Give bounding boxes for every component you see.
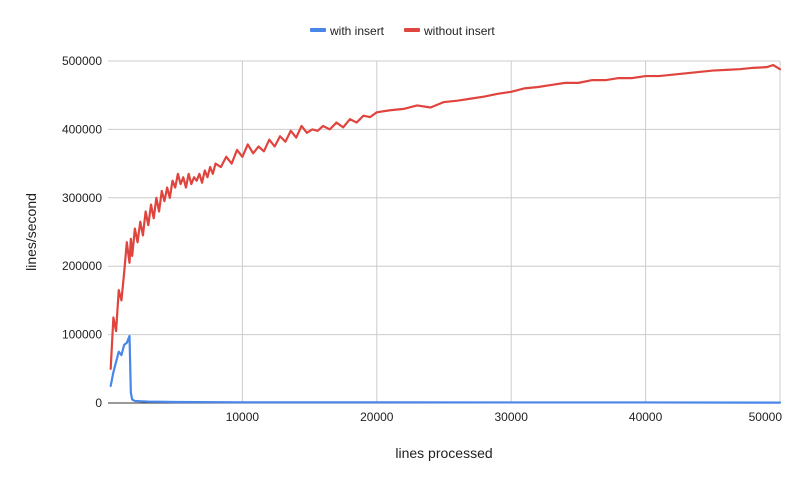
legend-swatch xyxy=(404,28,420,32)
x-tick-label: 50000 xyxy=(749,410,783,424)
legend-label: with insert xyxy=(329,24,385,38)
gridlines xyxy=(108,60,781,403)
series-lines xyxy=(109,63,782,404)
x-tick-label: 30000 xyxy=(495,410,529,424)
series-line-without-insert xyxy=(109,63,782,370)
y-axis-title: lines/second xyxy=(23,193,39,271)
series-line-with-insert xyxy=(109,334,782,404)
legend: with insert without insert xyxy=(310,24,495,38)
y-tick-label: 100000 xyxy=(62,328,102,342)
x-tick-label: 10000 xyxy=(226,410,260,424)
legend-swatch xyxy=(310,28,326,32)
x-tick-label: 40000 xyxy=(629,410,663,424)
axes: 0 100000 200000 300000 400000 500000 10000 2000… xyxy=(62,54,782,424)
legend-label: without insert xyxy=(423,24,495,38)
y-tick-label: 0 xyxy=(95,396,102,410)
x-tick-label: 20000 xyxy=(360,410,394,424)
legend-entry-without-insert[interactable]: without insert xyxy=(404,24,495,38)
y-tick-label: 400000 xyxy=(62,122,102,136)
y-tick-label: 300000 xyxy=(62,191,102,205)
x-axis-title: lines processed xyxy=(395,445,492,461)
y-tick-label: 200000 xyxy=(62,259,102,273)
legend-entry-with-insert[interactable]: with insert xyxy=(310,24,385,38)
y-tick-label: 500000 xyxy=(62,54,102,68)
